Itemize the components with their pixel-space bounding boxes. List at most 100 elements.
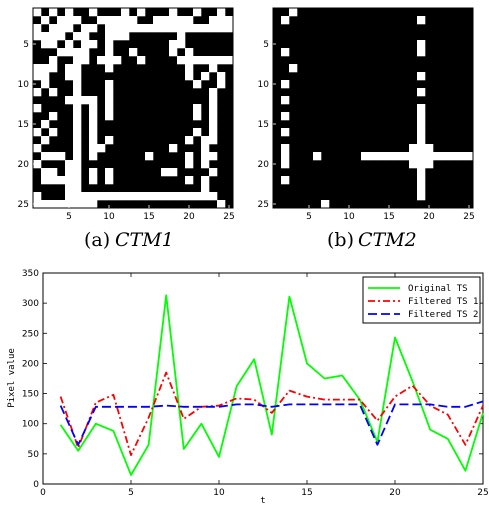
x-tick-label: 5 — [128, 488, 134, 498]
heatmap-a-cell — [201, 136, 210, 145]
heatmap-a-cell — [161, 24, 170, 33]
heatmap-a-cell — [57, 32, 66, 41]
heatmap-a-cell — [81, 48, 90, 57]
heatmap-a-cell — [65, 168, 74, 177]
heatmap-a-cell — [185, 136, 194, 145]
heatmap-a-cell — [201, 176, 210, 185]
heatmap-a-xtick-label: 20 — [183, 212, 195, 222]
line-chart-series — [59, 294, 484, 476]
heatmap-a-cell — [201, 144, 210, 153]
heatmap-a-cell — [49, 176, 58, 185]
heatmap-a-cell — [73, 16, 82, 25]
heatmap-a-cell — [113, 56, 122, 65]
heatmap-b-xtick-label: 25 — [463, 212, 474, 222]
heatmap-b-cell — [417, 40, 426, 49]
heatmap-a-cell — [121, 16, 130, 25]
heatmap-a-cell — [209, 112, 218, 121]
heatmap-a-cell — [33, 24, 42, 33]
legend-box — [362, 276, 481, 324]
heatmap-a-frame — [32, 7, 234, 209]
heatmap-a-cell — [49, 200, 58, 209]
heatmap-a-cell — [65, 96, 74, 105]
heatmap-a-cell — [121, 32, 130, 41]
legend-label-original: Original TS — [408, 284, 468, 294]
heatmap-a-cell — [41, 176, 50, 185]
heatmap-a-cell — [73, 136, 82, 145]
heatmap-a-cell — [33, 104, 42, 113]
heatmap-a-cell — [73, 48, 82, 57]
heatmap-a-cell — [65, 160, 74, 169]
heatmap-a-cell — [185, 160, 194, 169]
heatmap-a-cell — [89, 8, 98, 17]
heatmap-b-cell — [417, 120, 426, 129]
heatmap-a-cell — [49, 112, 58, 121]
heatmap-a-ytick-label: 5 — [23, 40, 29, 50]
heatmap-a-cell — [81, 56, 90, 65]
heatmap-a-cell — [73, 192, 82, 201]
heatmap-b-cell — [369, 152, 378, 161]
heatmap-a-cell — [185, 64, 194, 73]
heatmap-a-cell — [41, 64, 50, 73]
heatmap-a-cell — [105, 176, 114, 185]
heatmap-a-cell — [209, 104, 218, 113]
x-tick-label: 0 — [40, 488, 46, 498]
heatmap-a-cell — [105, 104, 114, 113]
heatmap-a-cell — [33, 200, 42, 209]
heatmap-b-cell — [417, 72, 426, 81]
heatmap-a-cell — [73, 128, 82, 137]
heatmap-a-cell — [185, 176, 194, 185]
heatmap-a-cell — [33, 144, 42, 153]
heatmap-a-cell — [81, 200, 90, 209]
heatmap-panel-b: 5 10 15 20 25 5 10 15 20 25 (b) CTM2 — [258, 7, 475, 251]
series-line-2 — [59, 400, 484, 446]
heatmap-a-cell — [73, 152, 82, 161]
heatmap-a-cell — [217, 8, 226, 17]
heatmap-a-cell — [177, 16, 186, 25]
heatmap-a-cell — [105, 192, 114, 201]
heatmap-a-cell — [209, 64, 218, 73]
caption-a-prefix: (a) — [84, 229, 110, 251]
heatmap-a-cell — [193, 8, 202, 17]
heatmap-a-cell — [89, 200, 98, 209]
heatmap-a-cell — [201, 152, 210, 161]
heatmap-b-cell — [417, 88, 426, 97]
heatmap-a-cell — [73, 120, 82, 129]
heatmap-a-cell — [97, 144, 106, 153]
heatmap-a-cell — [193, 112, 202, 121]
heatmap-a-cell — [105, 16, 114, 25]
heatmap-a-cell — [185, 56, 194, 65]
heatmap-b-ytick-label: 20 — [258, 160, 270, 170]
heatmap-a-cell — [57, 16, 66, 25]
heatmap-b-cell — [281, 160, 290, 169]
heatmap-a-cell — [73, 112, 82, 121]
heatmap-a-cell — [105, 80, 114, 89]
heatmap-a-xtick-label: 25 — [223, 212, 234, 222]
heatmap-a-cell — [105, 64, 114, 73]
heatmap-a-cell — [105, 32, 114, 41]
heatmap-a-cell — [65, 200, 74, 209]
heatmap-a-cell — [185, 24, 194, 33]
heatmap-a-cell — [49, 24, 58, 33]
heatmap-b-cell — [417, 144, 426, 153]
y-tick-label: 50 — [28, 450, 40, 460]
heatmap-a-ytick-label: 25 — [18, 200, 29, 210]
heatmap-a-cell — [177, 192, 186, 201]
heatmap-a-cell — [49, 64, 58, 73]
heatmap-a-cell — [153, 16, 162, 25]
heatmap-a-cell — [169, 8, 178, 17]
y-tick-label: 350 — [22, 269, 39, 279]
heatmap-a-xtick-label: 5 — [66, 212, 72, 222]
heatmap-a-cell — [97, 56, 106, 65]
heatmap-a-cell — [225, 56, 234, 65]
heatmap-b-cell — [417, 104, 426, 113]
caption-b-prefix: (b) — [327, 229, 354, 251]
heatmap-a-cell — [209, 152, 218, 161]
heatmap-a-cell — [105, 136, 114, 145]
heatmap-a-cell — [49, 32, 58, 41]
heatmap-a-cell — [89, 40, 98, 49]
heatmap-a-cell — [129, 16, 138, 25]
heatmap-a-cell — [185, 72, 194, 81]
heatmap-b-cell — [417, 176, 426, 185]
